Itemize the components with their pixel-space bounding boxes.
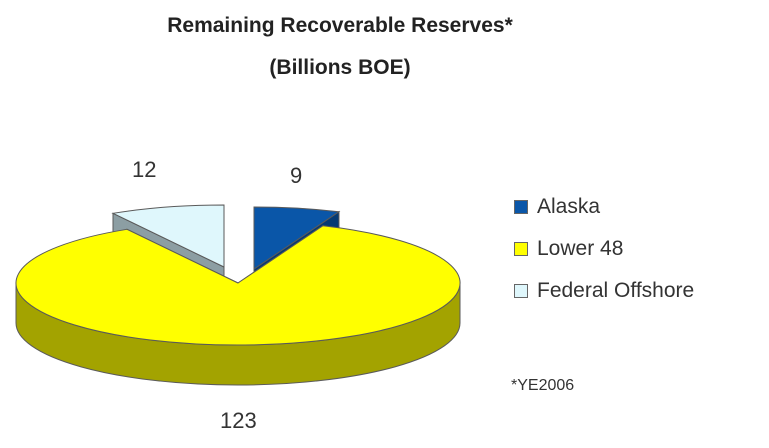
data-label-federal-offshore: 12 xyxy=(132,157,157,182)
legend-label-alaska: Alaska xyxy=(537,195,601,218)
legend: Alaska Lower 48 Federal Offshore xyxy=(514,186,694,312)
chart-title: Remaining Recoverable Reserves* xyxy=(167,14,513,37)
legend-item-federal-offshore: Federal Offshore xyxy=(514,270,694,312)
data-label-lower-48: 123 xyxy=(220,408,257,433)
data-label-alaska: 9 xyxy=(290,163,303,188)
legend-item-lower-48: Lower 48 xyxy=(514,228,694,270)
legend-swatch-lower-48 xyxy=(514,242,528,256)
slice-lower-48-top xyxy=(15,225,461,346)
legend-label-federal-offshore: Federal Offshore xyxy=(537,279,695,302)
footnote: *YE2006 xyxy=(511,377,575,394)
slice-alaska-top xyxy=(253,206,341,270)
slice-federal-offshore-top xyxy=(111,204,225,268)
legend-swatch-federal-offshore xyxy=(514,284,528,298)
legend-item-alaska: Alaska xyxy=(514,186,694,228)
slice-lower-48 xyxy=(15,224,461,386)
chart-subtitle: (Billions BOE) xyxy=(269,56,411,79)
legend-label-lower-48: Lower 48 xyxy=(537,237,624,260)
legend-swatch-alaska xyxy=(514,200,528,214)
